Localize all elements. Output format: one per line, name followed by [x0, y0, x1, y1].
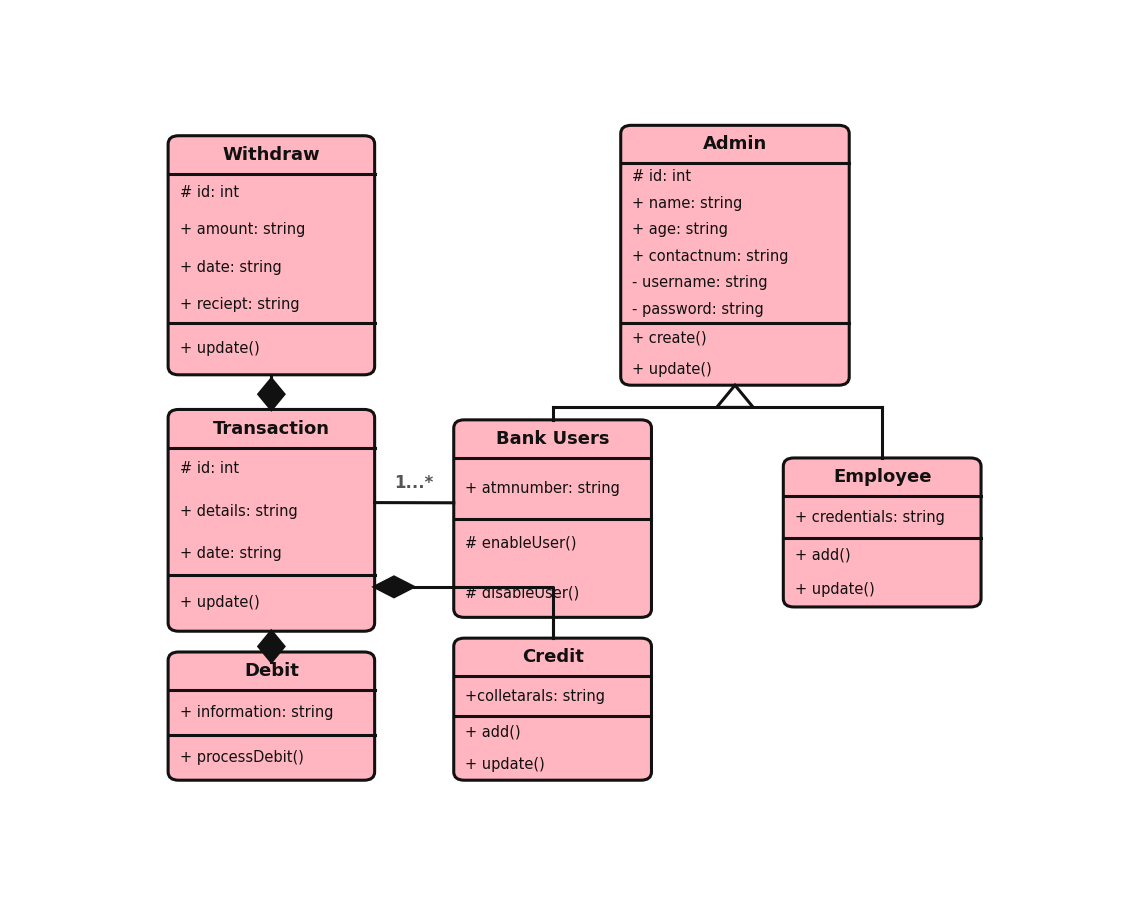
Text: + amount: string: + amount: string	[179, 222, 305, 238]
Text: Credit: Credit	[522, 648, 584, 666]
Text: + information: string: + information: string	[179, 705, 333, 720]
Text: Employee: Employee	[833, 468, 931, 486]
Text: + atmnumber: string: + atmnumber: string	[465, 481, 620, 496]
Polygon shape	[259, 631, 284, 662]
Polygon shape	[259, 379, 284, 410]
Text: Withdraw: Withdraw	[222, 146, 320, 164]
Text: Admin: Admin	[703, 135, 767, 153]
Text: + processDebit(): + processDebit()	[179, 751, 304, 765]
Text: Transaction: Transaction	[213, 419, 330, 437]
FancyBboxPatch shape	[784, 458, 981, 607]
Text: 1...*: 1...*	[395, 474, 434, 492]
Text: # id: int: # id: int	[632, 169, 692, 184]
FancyBboxPatch shape	[168, 652, 374, 780]
Text: + update(): + update()	[465, 757, 545, 771]
Polygon shape	[717, 385, 753, 408]
Text: # disableUser(): # disableUser()	[465, 585, 579, 600]
Text: # enableUser(): # enableUser()	[465, 536, 577, 551]
Text: + add(): + add()	[795, 548, 850, 563]
FancyBboxPatch shape	[454, 419, 651, 617]
Text: Debit: Debit	[244, 662, 299, 680]
Text: + update(): + update()	[179, 341, 260, 356]
Text: - username: string: - username: string	[632, 275, 768, 291]
Text: + update(): + update()	[632, 362, 712, 377]
FancyBboxPatch shape	[620, 125, 849, 385]
Text: +colletarals: string: +colletarals: string	[465, 688, 606, 704]
Text: + create(): + create()	[632, 330, 706, 346]
Text: + credentials: string: + credentials: string	[795, 509, 945, 525]
Text: + date: string: + date: string	[179, 259, 281, 274]
Text: + add(): + add()	[465, 724, 521, 740]
Text: # id: int: # id: int	[179, 185, 238, 200]
FancyBboxPatch shape	[168, 136, 374, 374]
FancyBboxPatch shape	[454, 638, 651, 780]
Text: + contactnum: string: + contactnum: string	[632, 248, 788, 264]
Text: + details: string: + details: string	[179, 504, 297, 518]
Text: + date: string: + date: string	[179, 546, 281, 561]
Text: + update(): + update()	[795, 582, 874, 598]
FancyBboxPatch shape	[168, 410, 374, 631]
Text: + age: string: + age: string	[632, 222, 728, 238]
Text: + name: string: + name: string	[632, 195, 743, 211]
Text: - password: string: - password: string	[632, 302, 764, 317]
Text: Bank Users: Bank Users	[496, 430, 609, 448]
Text: # id: int: # id: int	[179, 462, 238, 476]
Polygon shape	[374, 577, 413, 597]
Text: + reciept: string: + reciept: string	[179, 297, 299, 311]
Text: + update(): + update()	[179, 596, 260, 610]
